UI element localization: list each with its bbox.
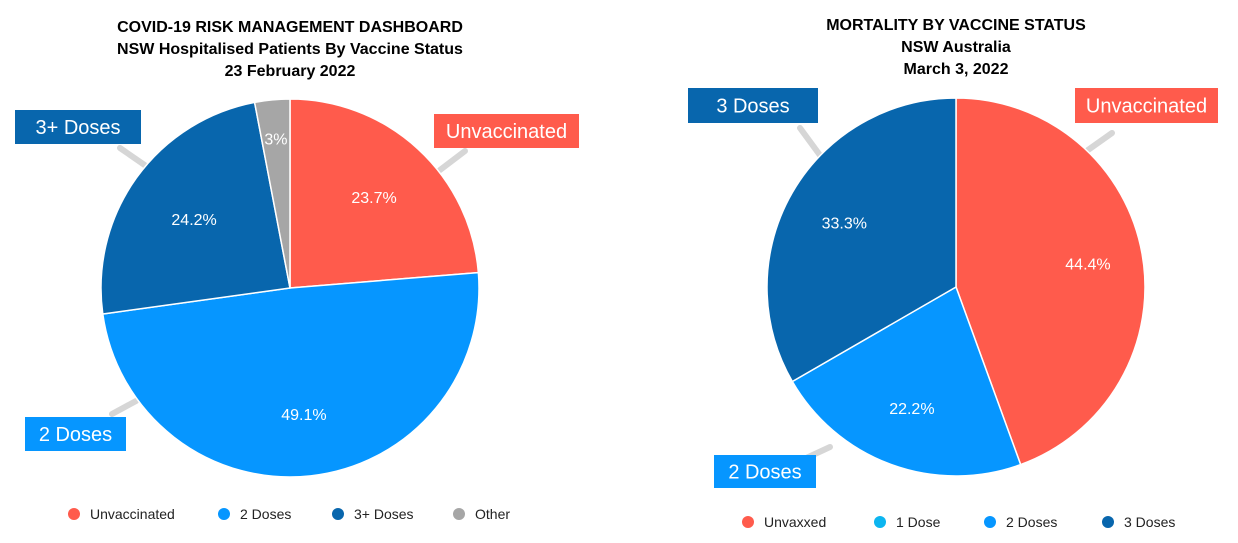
- slice-value-label: 22.2%: [889, 401, 934, 418]
- callout-label: 2 Doses: [728, 462, 801, 484]
- pie-slice-unvaxxed: [955, 97, 1146, 466]
- chart-title-line: COVID-19 RISK MANAGEMENT DASHBOARD: [117, 19, 463, 36]
- legend-marker: [68, 508, 80, 520]
- callout-label: 3 Doses: [716, 96, 789, 118]
- chart-subtitle-line: NSW Australia: [901, 39, 1011, 56]
- legend-marker: [218, 508, 230, 520]
- chart-date-line: March 3, 2022: [903, 61, 1009, 78]
- slice-value-label: 49.1%: [281, 407, 326, 424]
- callout-label: 3+ Doses: [35, 117, 120, 139]
- pie-slice-2-doses: [101, 271, 480, 478]
- legend-label[interactable]: Unvaccinated: [90, 506, 175, 522]
- hospitalised-pie-chart: 23.7% 49.1% 24.2% 3% Unvaccinated 2 Doses 3+ D…: [15, 98, 579, 522]
- legend-marker: [742, 516, 754, 528]
- callout-connector-line: [109, 398, 139, 417]
- chart-title: MORTALITY BY VACCINE STATUS NSW Australi…: [640, 15, 1238, 81]
- legend-marker: [453, 508, 465, 520]
- pie-slice-3-doses: [100, 101, 291, 315]
- legend-label[interactable]: 1 Dose: [896, 514, 941, 530]
- legend-marker: [874, 516, 886, 528]
- mortality-chart-panel: MORTALITY BY VACCINE STATUS NSW Australi…: [640, 0, 1238, 543]
- callout-box: [714, 455, 816, 488]
- callout-connector-line: [437, 148, 468, 173]
- slice-value-label: 3%: [264, 132, 287, 149]
- legend-label[interactable]: Unvaxxed: [764, 514, 826, 530]
- mortality-pie-chart: 44.4% 22.2% 33.3% Unvaccinated 2 Doses 3 Dose…: [688, 88, 1218, 530]
- callout-box: [434, 114, 579, 148]
- chart-subtitle-line: NSW Hospitalised Patients By Vaccine Sta…: [117, 41, 463, 58]
- callout-label: Unvaccinated: [446, 121, 567, 143]
- callout-connector-line: [117, 145, 149, 169]
- legend-label[interactable]: 3+ Doses: [354, 506, 414, 522]
- pie-slice-other: [253, 98, 291, 289]
- legend-label[interactable]: 3 Doses: [1124, 514, 1175, 530]
- callout-box: [1075, 88, 1218, 123]
- slice-value-label: 24.2%: [171, 212, 216, 229]
- chart-date-line: 23 February 2022: [224, 63, 356, 80]
- callout-connector-line: [797, 125, 825, 161]
- callout-label: 2 Doses: [39, 424, 112, 446]
- pie-slice-3-doses: [766, 97, 957, 383]
- pie-slice-unvaccinated: [289, 98, 480, 289]
- legend-label[interactable]: Other: [475, 506, 510, 522]
- legend-marker: [332, 508, 344, 520]
- chart-title-line: MORTALITY BY VACCINE STATUS: [826, 17, 1086, 34]
- callout-box: [688, 88, 818, 123]
- slice-value-label: 33.3%: [822, 216, 867, 233]
- pie-slice-2-doses: [791, 285, 1022, 477]
- callout-box: [25, 417, 126, 451]
- callout-connector-line: [1085, 130, 1115, 153]
- hospitalised-chart-panel: COVID-19 RISK MANAGEMENT DASHBOARD NSW H…: [0, 0, 600, 543]
- legend-marker: [1102, 516, 1114, 528]
- legend-marker: [984, 516, 996, 528]
- legend-label[interactable]: 2 Doses: [1006, 514, 1057, 530]
- chart-title: COVID-19 RISK MANAGEMENT DASHBOARD NSW H…: [0, 17, 580, 83]
- slice-value-label: 23.7%: [351, 190, 396, 207]
- legend-label[interactable]: 2 Doses: [240, 506, 291, 522]
- callout-box: [15, 110, 141, 144]
- callout-label: Unvaccinated: [1086, 96, 1207, 118]
- slice-value-label: 44.4%: [1065, 257, 1110, 274]
